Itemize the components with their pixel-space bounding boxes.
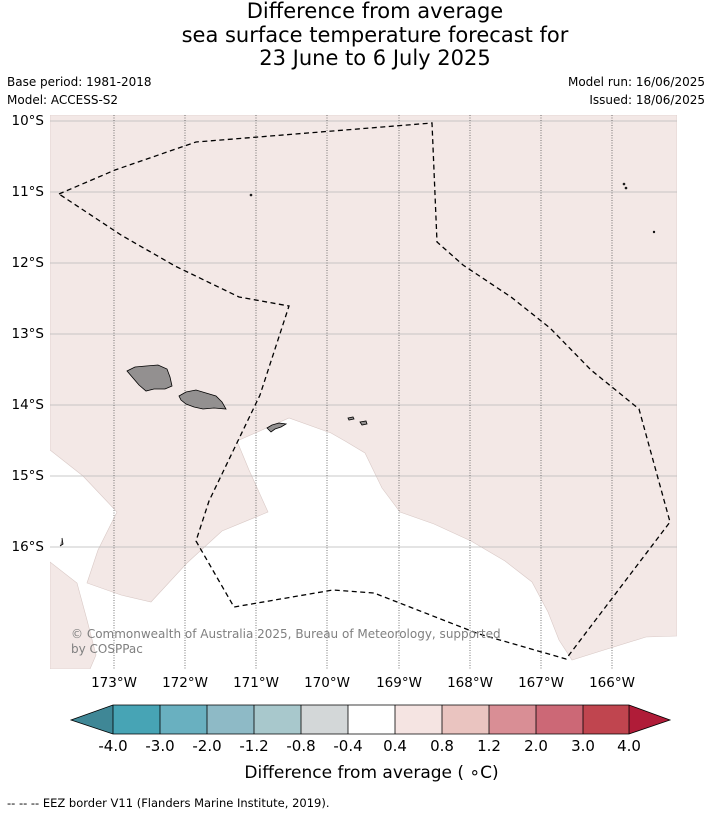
ofu-olosega-island bbox=[347, 416, 355, 421]
colorbar-tick-1: -4.0 bbox=[98, 737, 127, 755]
tokelau-atoll-1 bbox=[622, 182, 626, 186]
colorbar-bin-2 bbox=[160, 705, 207, 734]
lat-label-13s: 13°S bbox=[12, 326, 45, 342]
credit-line-1: © Commonwealth of Australia 2025, Bureau… bbox=[71, 627, 501, 641]
colorbar-dividers bbox=[69, 704, 672, 735]
map-panel: © Commonwealth of Australia 2025, Bureau… bbox=[50, 115, 677, 669]
title-line-1: Difference from average bbox=[246, 0, 504, 23]
latitude-labels: 10°S 11°S 12°S 13°S 14°S 15°S 16°S bbox=[12, 113, 45, 555]
credit-line-2: by COSPPac bbox=[71, 642, 143, 656]
tutuila-island bbox=[266, 422, 288, 433]
colorbar-bin-10 bbox=[536, 705, 583, 734]
anomaly-region-southwest bbox=[50, 561, 97, 669]
meta-left: Base period: 1981-2018 Model: ACCESS-S2 bbox=[7, 73, 152, 109]
upolu-island bbox=[178, 389, 227, 410]
colorbar-tick-3: -2.0 bbox=[192, 737, 221, 755]
lat-label-15s: 15°S bbox=[12, 468, 45, 484]
colorbar-bin-8 bbox=[442, 705, 489, 734]
lon-label-173w: 173°W bbox=[91, 675, 137, 691]
colorbar-bin-11 bbox=[583, 705, 629, 734]
swains-island bbox=[249, 193, 253, 197]
colorbar-bin-9 bbox=[489, 705, 536, 734]
colorbar: -4.0 -3.0 -2.0 -1.2 -0.8 -0.4 0.4 0.8 1.… bbox=[69, 704, 672, 755]
land-masses bbox=[59, 182, 656, 547]
colorbar-tick-2: -3.0 bbox=[145, 737, 174, 755]
longitude-labels: 173°W 172°W 171°W 170°W 169°W 168°W 167°… bbox=[91, 675, 635, 691]
lat-label-16s: 16°S bbox=[12, 539, 45, 555]
colorbar-bin-5 bbox=[301, 705, 348, 734]
lon-label-168w: 168°W bbox=[447, 675, 493, 691]
map-title: Difference from average sea surface temp… bbox=[0, 0, 713, 71]
colorbar-bin-7 bbox=[395, 705, 442, 734]
model-run: Model run: 16/06/2025 bbox=[567, 75, 705, 89]
tokelau-atoll-2 bbox=[624, 186, 628, 190]
colorbar-tick-7: 0.4 bbox=[383, 737, 407, 755]
lon-label-166w: 166°W bbox=[589, 675, 635, 691]
lat-label-11s: 11°S bbox=[12, 184, 45, 200]
lat-label-10s: 10°S bbox=[12, 113, 45, 129]
colorbar-tick-4: -1.2 bbox=[239, 737, 268, 755]
eez-samoa bbox=[58, 122, 671, 660]
lat-label-12s: 12°S bbox=[12, 255, 45, 271]
colorbar-tick-5: -0.8 bbox=[286, 737, 315, 755]
base-period: Base period: 1981-2018 bbox=[7, 75, 152, 89]
colorbar-bin-1 bbox=[113, 705, 160, 734]
title-line-2: sea surface temperature forecast for bbox=[181, 22, 569, 47]
meta-right: Model run: 16/06/2025 Issued: 18/06/2025 bbox=[568, 73, 705, 109]
savaii-island bbox=[126, 364, 173, 392]
colorbar-tick-6: -0.4 bbox=[333, 737, 362, 755]
colorbar-bin-6 bbox=[348, 705, 395, 734]
lon-label-167w: 167°W bbox=[518, 675, 564, 691]
eez-borders bbox=[58, 122, 671, 660]
colorbar-title: Difference from average ( ∘C) bbox=[244, 763, 499, 783]
lat-label-14s: 14°S bbox=[12, 397, 45, 413]
anomaly-region bbox=[50, 115, 677, 661]
colorbar-tick-12: 4.0 bbox=[617, 737, 641, 755]
wallis-islet bbox=[59, 537, 64, 547]
colorbar-high-extension bbox=[629, 705, 670, 734]
issued-date: Issued: 18/06/2025 bbox=[589, 93, 705, 107]
colorbar-tick-11: 3.0 bbox=[571, 737, 595, 755]
model-name: Model: ACCESS-S2 bbox=[7, 93, 119, 107]
colorbar-bin-4 bbox=[254, 705, 301, 734]
title-line-3: 23 June to 6 July 2025 bbox=[259, 46, 491, 70]
tokelau-atoll-3 bbox=[652, 230, 656, 234]
lon-label-171w: 171°W bbox=[233, 675, 279, 691]
lon-label-169w: 169°W bbox=[376, 675, 422, 691]
colorbar-tick-9: 1.2 bbox=[477, 737, 501, 755]
lon-label-172w: 172°W bbox=[162, 675, 208, 691]
tau-island bbox=[359, 420, 368, 426]
colorbar-tick-10: 2.0 bbox=[524, 737, 548, 755]
colorbar-tick-8: 0.8 bbox=[430, 737, 454, 755]
latitude-gridlines bbox=[50, 120, 677, 548]
colorbar-bin-3 bbox=[207, 705, 254, 734]
colorbar-low-extension bbox=[71, 705, 113, 734]
lon-label-170w: 170°W bbox=[304, 675, 350, 691]
eez-legend-note: -- -- -- EEZ border V11 (Flanders Marine… bbox=[7, 796, 330, 810]
